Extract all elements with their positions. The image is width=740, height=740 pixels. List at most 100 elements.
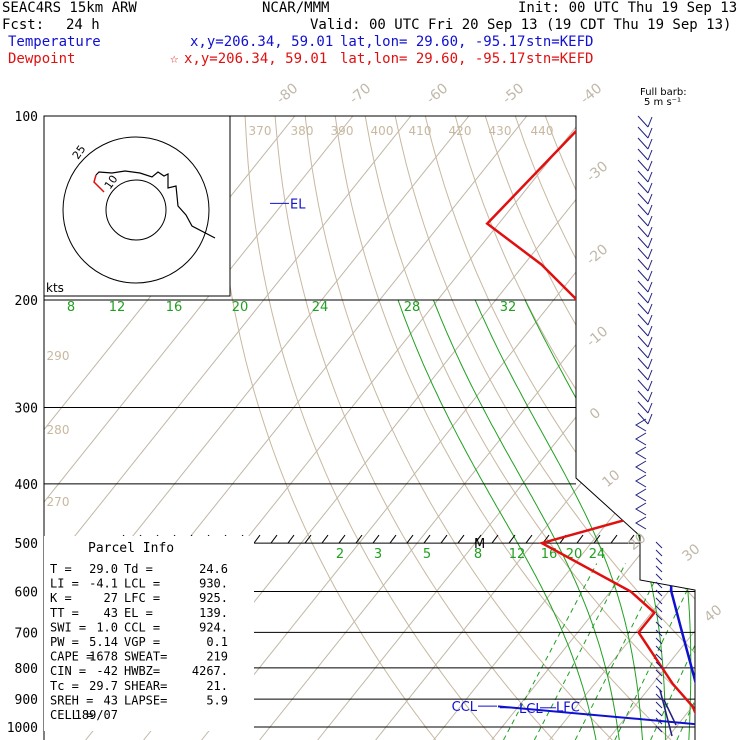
barb-legend-title: Full barb: bbox=[640, 87, 687, 98]
parcel-field-value: 139. bbox=[199, 606, 228, 620]
mixing-ratio-line bbox=[533, 563, 626, 740]
wind-barb-low bbox=[655, 693, 663, 701]
theta-label: 410 bbox=[409, 124, 432, 138]
parcel-field-label: LCL = bbox=[124, 577, 160, 591]
wind-barb-low bbox=[655, 717, 663, 725]
isotherm-line bbox=[607, 116, 695, 740]
wind-barb-low bbox=[655, 685, 663, 693]
wind-barb-low bbox=[655, 677, 663, 685]
theta-e-label: 16 bbox=[166, 300, 183, 315]
parcel-field-value: 1678 bbox=[89, 650, 118, 664]
parcel-field-label: TT = bbox=[50, 606, 79, 620]
fcst-label: Fcst: bbox=[2, 17, 45, 33]
dry-adiabat-line bbox=[274, 116, 554, 740]
isotherm-tick-label: -30 bbox=[584, 158, 612, 185]
parcel-field-label: CIN = bbox=[50, 664, 86, 678]
wind-barb-low bbox=[655, 581, 663, 589]
parcel-field-label: SHEAR= bbox=[124, 679, 167, 693]
theta-label: 400 bbox=[371, 124, 394, 138]
wind-barb-staff bbox=[637, 192, 649, 205]
isotherm-tick-label: 10 bbox=[599, 467, 623, 491]
temperature-profile bbox=[582, 116, 695, 728]
mixing-ratio-line bbox=[574, 563, 664, 740]
parcel-field-value: 189/07 bbox=[75, 708, 118, 722]
moist-adiabat-line bbox=[474, 299, 643, 740]
wind-barb-flag bbox=[647, 391, 653, 403]
isotherm-line bbox=[724, 116, 740, 740]
dewpoint-star-icon: ☆ bbox=[170, 51, 179, 67]
wind-barb-flag bbox=[647, 204, 653, 216]
hatch-mark bbox=[610, 534, 618, 544]
wind-barb-flag bbox=[647, 270, 653, 282]
wind-barb-flag bbox=[647, 413, 653, 425]
wind-barb-chevron bbox=[635, 502, 647, 516]
wind-barb-low bbox=[655, 637, 663, 645]
wind-barb-staff bbox=[637, 280, 649, 293]
parcel-field-label: SWI = bbox=[50, 620, 86, 634]
theta-label: 420 bbox=[449, 124, 472, 138]
wind-barb-low bbox=[655, 613, 663, 621]
theta-label: 430 bbox=[489, 124, 512, 138]
wind-barb-flag bbox=[647, 171, 653, 183]
theta-label: 440 bbox=[531, 124, 554, 138]
hodograph-box bbox=[43, 115, 231, 297]
wind-barb-staff bbox=[637, 412, 649, 425]
wind-barb-flag bbox=[647, 336, 653, 348]
moist-adiabat-line bbox=[524, 299, 667, 740]
parcel-info-title: Parcel Info bbox=[88, 541, 174, 556]
parcel-field-value: 1.0 bbox=[96, 620, 118, 634]
wind-barb-low bbox=[655, 653, 663, 661]
wind-barb-flag bbox=[647, 193, 653, 205]
pressure-tick-label: 400 bbox=[15, 478, 38, 493]
wind-barb-low bbox=[655, 645, 663, 653]
hatch-mark bbox=[474, 534, 482, 544]
theta-label: 290 bbox=[47, 349, 70, 363]
wind-barb-staff bbox=[637, 269, 649, 282]
parcel-field-label: SWEAT= bbox=[124, 650, 167, 664]
level-marker-label: LCL bbox=[519, 702, 543, 717]
isotherm-line bbox=[44, 116, 354, 740]
wind-barb-cluster bbox=[659, 689, 673, 737]
pressure-tick-label: 800 bbox=[15, 662, 38, 677]
hodograph-ring-inner bbox=[105, 179, 167, 241]
parcel-field-value: 219 bbox=[206, 650, 228, 664]
hatch-mark bbox=[491, 534, 499, 544]
hatch-mark bbox=[525, 534, 533, 544]
wind-barb-flag bbox=[647, 215, 653, 227]
level-marker-label: EL bbox=[290, 197, 306, 212]
dewpoint-xy: x,y=206.34, 59.01 bbox=[184, 51, 328, 67]
wind-barb-chevron bbox=[635, 446, 647, 460]
hatch-mark bbox=[423, 534, 431, 544]
wind-barb-flag bbox=[647, 259, 653, 271]
theta-e-label: 8 bbox=[67, 300, 75, 315]
dewpoint-station: stn=KEFD bbox=[526, 51, 594, 67]
frame-outline bbox=[44, 115, 696, 740]
dry-adiabat-line bbox=[304, 116, 613, 740]
pressure-tick-label: 600 bbox=[15, 585, 38, 600]
wind-barb-staff bbox=[637, 126, 649, 139]
wind-barb-flag bbox=[647, 248, 653, 260]
wind-barb-low bbox=[655, 557, 663, 565]
wind-barb-chevron bbox=[635, 474, 647, 488]
wind-barb-low bbox=[655, 709, 663, 717]
mixing-ratio-label: 8 bbox=[474, 547, 482, 562]
wind-barb-cluster bbox=[663, 699, 677, 726]
dry-adiabat-line bbox=[484, 116, 695, 740]
parcel-field-value: 924. bbox=[199, 620, 228, 634]
isotherm-line bbox=[317, 116, 695, 740]
wind-barb-staff bbox=[637, 401, 649, 414]
hatch-mark bbox=[304, 534, 312, 544]
wind-barb-low bbox=[655, 621, 663, 629]
wind-barb-staff bbox=[637, 368, 649, 381]
wind-barb-flag bbox=[647, 292, 653, 304]
hatch-mark bbox=[287, 534, 295, 544]
isotherm-tick-label: -70 bbox=[347, 80, 375, 107]
wind-barb-chevron bbox=[635, 460, 647, 474]
mixing-ratio-line bbox=[698, 564, 740, 740]
hatch-mark bbox=[576, 534, 584, 544]
isotherm-tick-label: -60 bbox=[424, 80, 452, 107]
wind-barb-low bbox=[655, 565, 663, 573]
level-marker-label: CCL bbox=[452, 700, 478, 715]
theta-label: 270 bbox=[47, 495, 70, 509]
hatch-mark bbox=[270, 534, 278, 544]
